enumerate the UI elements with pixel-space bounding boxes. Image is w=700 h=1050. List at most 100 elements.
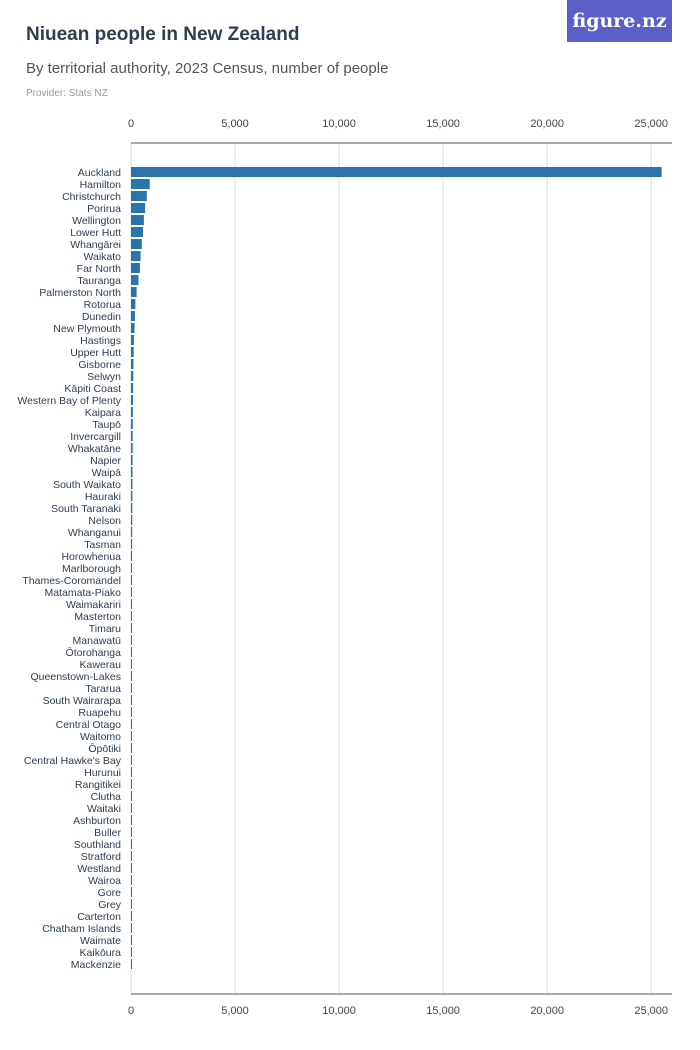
bar[interactable]	[131, 383, 134, 393]
bar[interactable]	[131, 191, 147, 201]
bar[interactable]	[131, 419, 133, 429]
bar[interactable]	[131, 851, 132, 861]
bar[interactable]	[131, 539, 133, 549]
bar[interactable]	[131, 959, 132, 969]
bar[interactable]	[131, 611, 132, 621]
bar[interactable]	[131, 647, 132, 657]
category-label: Kaipara	[85, 407, 121, 419]
category-label: Ashburton	[73, 815, 121, 827]
bar[interactable]	[131, 251, 141, 261]
figure-nz-logo[interactable]: figure.nz	[567, 0, 672, 42]
bar[interactable]	[131, 275, 139, 285]
bar[interactable]	[131, 743, 132, 753]
bar[interactable]	[131, 515, 133, 525]
category-label: Queenstown-Lakes	[31, 671, 121, 683]
bar[interactable]	[131, 623, 132, 633]
bar[interactable]	[131, 899, 132, 909]
bar[interactable]	[131, 263, 140, 273]
bar[interactable]	[131, 407, 133, 417]
category-label: Waikato	[83, 251, 121, 263]
provider-note: Provider: Stats NZ	[26, 88, 108, 99]
bar[interactable]	[131, 911, 132, 921]
bar[interactable]	[131, 947, 132, 957]
bar[interactable]	[131, 167, 662, 177]
category-label: Kaikōura	[80, 947, 122, 959]
bar[interactable]	[131, 839, 132, 849]
bar[interactable]	[131, 443, 133, 453]
top-tick-label: 15,000	[426, 118, 460, 130]
bar[interactable]	[131, 563, 133, 573]
bar[interactable]	[131, 815, 132, 825]
bottom-tick-label: 20,000	[530, 1005, 564, 1017]
bar[interactable]	[131, 227, 144, 237]
bar[interactable]	[131, 491, 133, 501]
bar[interactable]	[131, 527, 133, 537]
category-label: Far North	[77, 263, 122, 275]
category-label: Waitomo	[80, 731, 121, 743]
bar[interactable]	[131, 587, 132, 597]
bar[interactable]	[131, 323, 135, 333]
bottom-tick-label: 10,000	[322, 1005, 356, 1017]
category-label: Hamilton	[80, 179, 122, 191]
category-label: Lower Hutt	[70, 227, 121, 239]
bar[interactable]	[131, 635, 132, 645]
bar[interactable]	[131, 803, 132, 813]
bar[interactable]	[131, 659, 132, 669]
bar[interactable]	[131, 551, 133, 561]
bar[interactable]	[131, 203, 146, 213]
bar[interactable]	[131, 887, 132, 897]
bar[interactable]	[131, 299, 136, 309]
bar[interactable]	[131, 731, 132, 741]
bar[interactable]	[131, 575, 132, 585]
category-label: Whangārei	[70, 239, 121, 251]
bar[interactable]	[131, 239, 142, 249]
category-label: Dunedin	[82, 311, 121, 323]
bar[interactable]	[131, 935, 132, 945]
bar[interactable]	[131, 455, 133, 465]
bar[interactable]	[131, 347, 134, 357]
bar[interactable]	[131, 779, 132, 789]
bar[interactable]	[131, 395, 133, 405]
category-label: Kāpiti Coast	[64, 383, 121, 395]
category-labels: AucklandHamiltonChristchurchPoriruaWelli…	[17, 167, 121, 971]
bar[interactable]	[131, 467, 133, 477]
bar[interactable]	[131, 755, 132, 765]
bar[interactable]	[131, 599, 132, 609]
bar[interactable]	[131, 719, 132, 729]
category-label: Carterton	[77, 911, 121, 923]
chart-title: Niuean people in New Zealand	[26, 24, 300, 45]
top-tick-label: 20,000	[530, 118, 564, 130]
category-label: Grey	[98, 899, 122, 911]
bar[interactable]	[131, 695, 132, 705]
category-label: Rangitikei	[75, 779, 121, 791]
bar[interactable]	[131, 683, 132, 693]
category-label: Hastings	[80, 335, 121, 347]
bar[interactable]	[131, 767, 132, 777]
bar[interactable]	[131, 863, 132, 873]
bar[interactable]	[131, 179, 150, 189]
bar[interactable]	[131, 287, 137, 297]
category-label: Waipā	[92, 467, 122, 479]
bar[interactable]	[131, 923, 132, 933]
category-label: Hurunui	[84, 767, 121, 779]
bar[interactable]	[131, 671, 132, 681]
category-label: Gore	[98, 887, 122, 899]
bar[interactable]	[131, 875, 132, 885]
bar[interactable]	[131, 503, 133, 513]
bar[interactable]	[131, 479, 133, 489]
category-label: Central Hawke's Bay	[24, 755, 122, 767]
bar[interactable]	[131, 707, 132, 717]
bar[interactable]	[131, 431, 133, 441]
bar[interactable]	[131, 311, 135, 321]
top-tick-label: 10,000	[322, 118, 356, 130]
bottom-tick-label: 25,000	[634, 1005, 668, 1017]
bar[interactable]	[131, 215, 144, 225]
bar[interactable]	[131, 827, 132, 837]
bar[interactable]	[131, 359, 134, 369]
category-label: Marlborough	[62, 563, 121, 575]
top-tick-label: 5,000	[221, 118, 249, 130]
bar[interactable]	[131, 371, 134, 381]
category-label: Waitaki	[87, 803, 121, 815]
bar[interactable]	[131, 791, 132, 801]
bar[interactable]	[131, 335, 134, 345]
